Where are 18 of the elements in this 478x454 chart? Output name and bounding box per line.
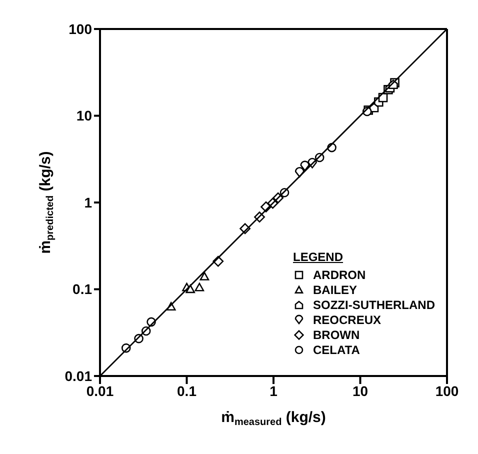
x-tick-label: 0.01 [86, 382, 114, 399]
x-tick-label: 1 [270, 382, 278, 399]
legend-label: CELATA [313, 342, 360, 356]
legend-label: BROWN [313, 328, 360, 342]
y-tick-label: 1 [84, 194, 92, 210]
x-tick-label: 100 [435, 382, 459, 399]
legend-title: LEGEND [293, 250, 344, 264]
legend-label: BAILEY [313, 282, 358, 296]
y-tick-label: 100 [68, 20, 92, 37]
legend-label: REOCREUX [313, 312, 382, 326]
y-tick-label: 0.1 [72, 281, 92, 298]
y-tick-label: 0.01 [64, 368, 92, 384]
y-tick-label: 10 [76, 108, 92, 124]
x-tick-label: 10 [352, 382, 368, 399]
legend-label: SOZZI-SUTHERLAND [313, 298, 435, 312]
legend-label: ARDRON [313, 268, 366, 282]
x-axis-title: ṁ$_{measured}$ (kg/s) [221, 409, 326, 428]
x-tick-label: 0.1 [177, 382, 197, 399]
